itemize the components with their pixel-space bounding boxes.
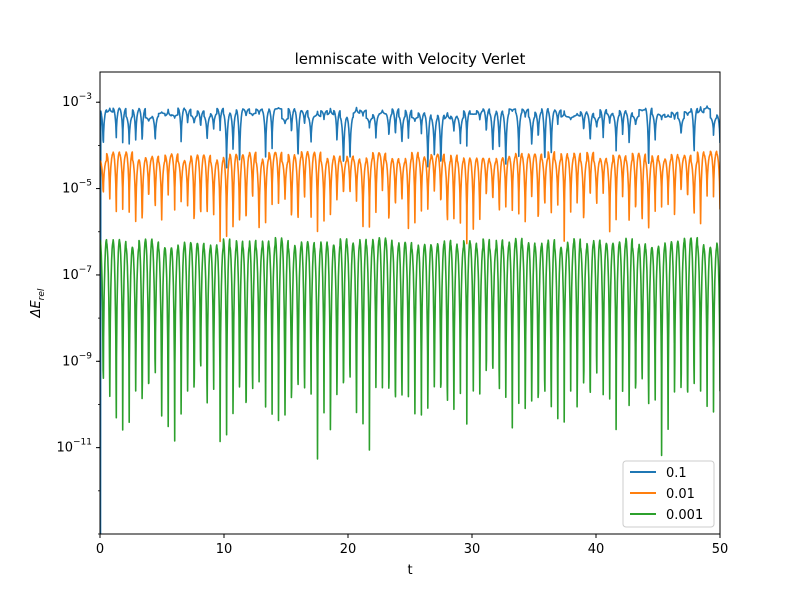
x-axis-label: t [407,563,412,578]
y-tick-label: 10−3 [62,92,92,110]
y-axis-label-subscript: rel [37,288,47,300]
x-tick-label: 20 [340,542,357,557]
x-axis: 0 10 20 30 40 50 [96,534,728,557]
series-line-0.001 [100,236,720,460]
series-line-0.01 [100,150,720,245]
chart-title: lemniscate with Velocity Verlet [295,50,526,68]
x-tick-label: 10 [216,542,233,557]
y-tick-label: 10−11 [56,438,92,456]
series-layer [100,105,720,534]
y-tick-label: 10−7 [62,265,92,283]
series-line-0.1 [100,105,720,534]
legend-label: 0.01 [666,487,695,502]
y-tick-label: 10−5 [62,179,92,197]
y-axis-label-main: ΔE [29,300,44,319]
legend: 0.1 0.01 0.001 [622,460,715,528]
y-tick-label: 10−9 [62,351,92,369]
y-axis: 10−3 10−5 10−7 10−9 10−11 [56,92,100,535]
plot-frame [99,71,721,535]
legend-label: 0.001 [666,508,703,523]
x-tick-label: 30 [464,542,481,557]
legend-box [622,460,715,528]
x-tick-label: 40 [588,542,605,557]
y-axis-label: ΔErel [29,288,47,318]
legend-label: 0.1 [666,466,687,481]
x-tick-label: 0 [96,542,104,557]
x-tick-label: 50 [712,542,729,557]
